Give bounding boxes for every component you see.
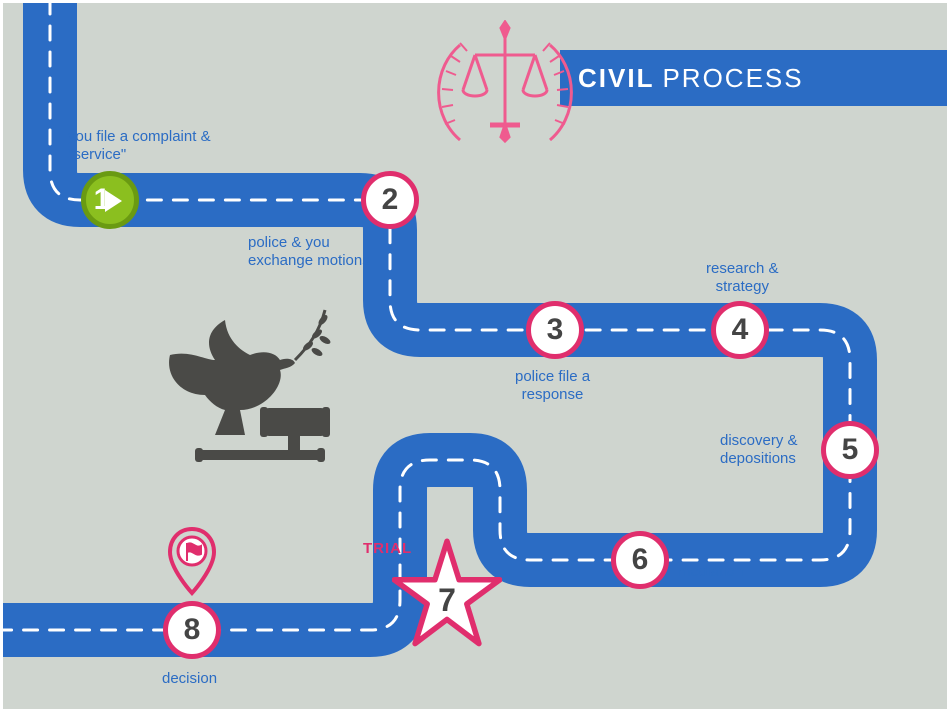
step-label-5: discovery & depositions [720,432,798,468]
step-marker-4: 4 [711,301,769,359]
infographic-canvas: CIVIL PROCESS [0,0,950,712]
step-label-8: decision [162,670,217,688]
step-marker-2: 2 [361,171,419,229]
title-bar: CIVIL PROCESS [560,50,950,106]
step-label-6: mediation [678,563,743,581]
step-marker-6: 6 [611,531,669,589]
step-marker-1: 1 [81,171,139,229]
dove-gavel-icon [145,300,355,485]
scales-icon [430,20,580,165]
step-star-7: 7 [392,538,502,648]
step-number-6: 6 [632,543,649,577]
step-label-3: police file a response [515,368,590,404]
step-number-8: 8 [184,613,201,647]
step-number-5: 5 [842,433,859,467]
title-bold: CIVIL [578,63,654,94]
step-number-7: 7 [392,538,502,648]
step-label-4: research & strategy [706,260,779,296]
step-label-2: police & you exchange motions [248,234,370,270]
finish-pin-icon [167,527,217,602]
title-light: PROCESS [662,63,803,94]
step-number-3: 3 [547,313,564,347]
step-marker-3: 3 [526,301,584,359]
step-number-1: 1 [94,183,111,217]
step-number-2: 2 [382,183,399,217]
step-marker-8: 8 [163,601,221,659]
step-number-4: 4 [732,313,749,347]
step-marker-5: 5 [821,421,879,479]
step-label-1: you file a complaint & "service" [68,128,211,164]
